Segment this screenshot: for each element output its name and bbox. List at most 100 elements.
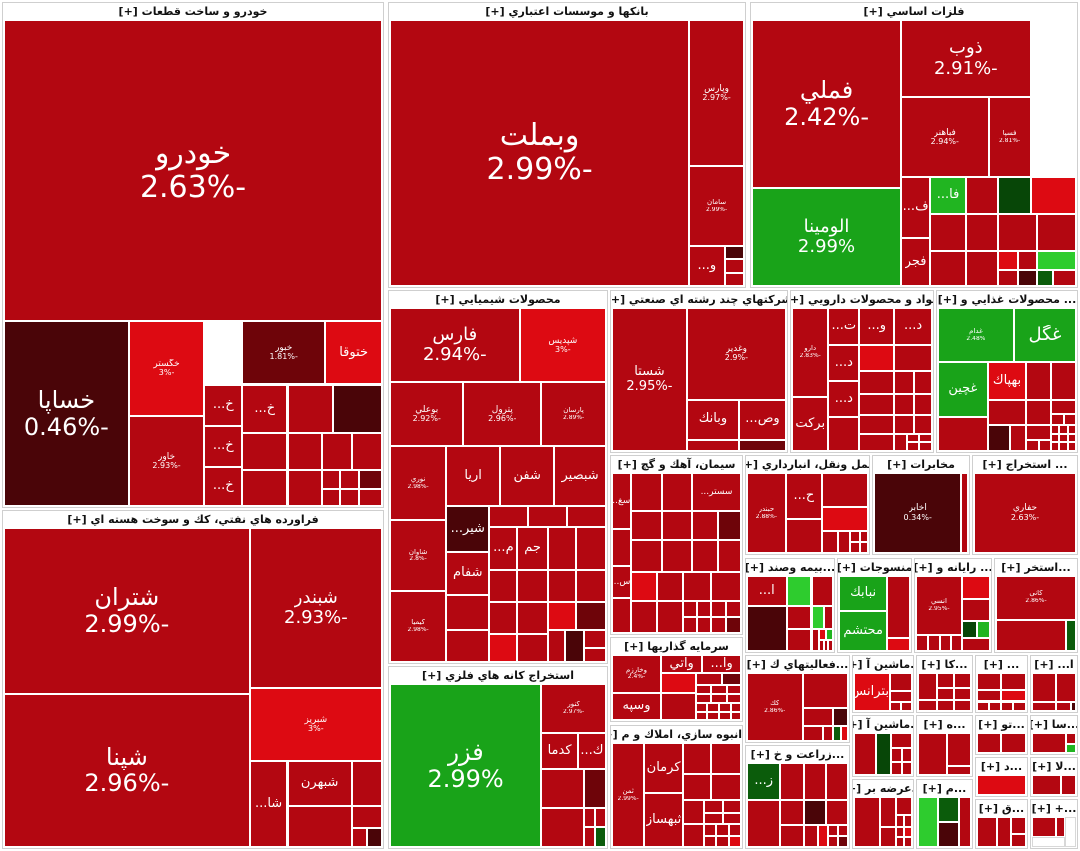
tile-mq-3[interactable] — [1011, 833, 1026, 847]
tile-chm-32[interactable] — [547, 630, 565, 662]
tile-met-20[interactable] — [998, 270, 1018, 286]
sector-header-misc-qaf[interactable]: ...ق [+] — [976, 800, 1027, 817]
tile-fa-short[interactable]: ف... — [901, 176, 931, 239]
tile-food-4[interactable] — [1026, 362, 1052, 400]
tile-cem-11[interactable] — [662, 540, 692, 573]
tile-ph-12[interactable] — [913, 370, 932, 394]
sector-transport[interactable]: حمل ونقل، انبارداري [+] حبندر -2.88% ح..… — [745, 455, 870, 555]
sector-telecom[interactable]: مخابرات [+] اخابر -0.34% — [872, 455, 970, 555]
tile-agr-11[interactable] — [827, 825, 838, 837]
tile-met-22[interactable] — [1037, 270, 1054, 286]
tile-ore-7[interactable] — [584, 807, 596, 828]
tile-ks-1[interactable] — [937, 673, 955, 689]
tile-femeli[interactable]: فملي -2.42% — [752, 20, 902, 188]
sector-textiles[interactable]: منسوجات [+] نبابك محتشم — [837, 558, 912, 653]
tile-tr-3[interactable] — [822, 473, 868, 507]
tile-agr-12[interactable] — [837, 825, 848, 837]
tile-sabehsaz[interactable]: ثبهساز — [644, 792, 683, 847]
tile-food-19[interactable] — [1067, 425, 1076, 434]
tile-re-17[interactable] — [716, 835, 730, 847]
tile-cem-25[interactable] — [682, 617, 698, 633]
tile-cmp-9[interactable] — [961, 637, 990, 651]
sector-header-insurance[interactable]: ...بيمه وصند [+] — [746, 559, 834, 576]
tile-fazar[interactable]: فزر 2.99% — [390, 684, 542, 847]
tile-fajr[interactable]: فجر — [901, 238, 931, 286]
tile-ore-9[interactable] — [584, 827, 596, 847]
tile-chm-35[interactable] — [584, 647, 606, 662]
sector-petroleum[interactable]: فراورده هاي نفتي، كك و سوخت هسته اي [+] … — [2, 510, 384, 849]
tile-cem-15[interactable] — [657, 572, 683, 601]
tile-cem-5[interactable] — [631, 511, 663, 541]
tile-mp-3[interactable] — [1032, 836, 1065, 847]
tile-inv-10[interactable] — [661, 692, 696, 720]
sector-machinery-1[interactable]: ...ماشين آ [+] بترانس — [852, 655, 914, 713]
sector-misc-h[interactable]: ...ه [+] — [916, 715, 973, 777]
tile-tr-6[interactable] — [837, 530, 850, 553]
tile-mm-2[interactable] — [938, 822, 960, 847]
tile-vaghadir[interactable]: وغدير -2.9% — [686, 308, 786, 400]
tile-mm-0[interactable] — [918, 797, 939, 847]
tile-fars[interactable]: فارس -2.94% — [390, 308, 520, 383]
tile-inv-8[interactable] — [711, 684, 727, 694]
tile-bank-5[interactable] — [724, 259, 744, 273]
sector-header-misc-sa[interactable]: ...سا [+] — [1031, 716, 1077, 733]
tile-mp-0[interactable] — [1032, 817, 1057, 837]
tile-vas[interactable]: وص... — [739, 399, 786, 440]
tile-noori[interactable]: نوري -2.98% — [390, 446, 447, 521]
tile-fa-green[interactable]: فا... — [930, 176, 966, 215]
tile-auto-9[interactable] — [321, 433, 352, 470]
tile-md-3[interactable] — [1000, 690, 1026, 702]
tile-sup-4[interactable] — [802, 726, 823, 741]
tile-sup-7[interactable] — [840, 726, 848, 741]
tile-sup-5[interactable] — [822, 726, 833, 741]
tile-tr-5[interactable] — [822, 530, 838, 553]
tile-vati[interactable]: واتي — [661, 655, 703, 674]
sector-investments[interactable]: سرمايه گذاريها [+] وخارزم -2.4% وسپه وات… — [610, 637, 743, 722]
tile-ph-24[interactable] — [919, 442, 932, 451]
tile-sagh[interactable]: سغ... — [612, 473, 632, 529]
sector-real-estate[interactable]: ...انبوه سازي، املاك و م [+] ثمن -2.99% … — [610, 725, 743, 849]
tile-inv-20[interactable] — [719, 711, 731, 720]
tile-mq-1[interactable] — [996, 817, 1012, 847]
tile-ghochin[interactable]: غچين — [938, 362, 988, 417]
sector-misc-sa[interactable]: ...سا [+] — [1030, 715, 1078, 755]
sector-banks[interactable]: بانكها و موسسات اعتباري [+] وبملت -2.99%… — [388, 2, 746, 288]
tile-food-13[interactable] — [1009, 425, 1027, 451]
tile-pharma-v[interactable]: و... — [859, 308, 895, 346]
tile-el-6[interactable] — [895, 827, 904, 837]
tile-shefan[interactable]: شفن — [500, 446, 555, 507]
tile-chm-15[interactable] — [489, 506, 529, 528]
tile-md-0[interactable] — [977, 673, 1001, 691]
sector-header-petroleum[interactable]: فراورده هاي نفتي، كك و سوخت هسته اي [+] — [3, 511, 383, 528]
tile-mm-3[interactable] — [959, 797, 971, 847]
tile-re-11[interactable] — [722, 812, 741, 825]
tile-pet-6[interactable] — [351, 760, 382, 806]
tile-vabmellat[interactable]: وبملت -2.99% — [390, 20, 690, 286]
sector-header-textiles[interactable]: منسوجات [+] — [838, 559, 911, 576]
tile-pet-8[interactable] — [351, 805, 382, 828]
tile-agr-9[interactable] — [803, 825, 818, 847]
sector-header-misc-plus[interactable]: ...+ [+] — [1031, 800, 1077, 817]
tile-mch-4[interactable] — [900, 701, 912, 711]
sector-machinery-2[interactable]: ...ماشين آ [+] — [852, 715, 914, 777]
sector-header-cement[interactable]: سيمان، آهك و گچ [+] — [611, 456, 742, 473]
sector-other-mining[interactable]: ...استخر [+] كانی -2.86% — [994, 558, 1078, 653]
tile-ins-5[interactable] — [824, 606, 833, 629]
sector-header-investments[interactable]: سرمايه گذاريها [+] — [611, 638, 742, 655]
tile-cem-28[interactable] — [725, 617, 741, 633]
tile-ins-10[interactable] — [826, 628, 833, 640]
tile-chm-22[interactable] — [547, 569, 576, 602]
tile-food-16[interactable] — [1038, 439, 1052, 451]
sector-header-misc-m[interactable]: ...م [+] — [917, 780, 972, 797]
sector-header-misc-la[interactable]: ...لا [+] — [1031, 758, 1077, 775]
tile-chm-30[interactable] — [489, 633, 518, 662]
tile-cem-24[interactable] — [725, 601, 741, 617]
sector-header-machinery-1[interactable]: ...ماشين آ [+] — [853, 656, 913, 673]
tile-re-8[interactable] — [703, 800, 723, 813]
tile-el-4[interactable] — [903, 814, 912, 827]
tile-ph-15[interactable] — [913, 393, 932, 416]
tile-om-2[interactable] — [1066, 619, 1076, 651]
sector-header-computing[interactable]: ... رايانه و [+] — [915, 559, 991, 576]
tile-inv-14[interactable] — [695, 703, 708, 712]
tile-cem-4[interactable] — [662, 473, 692, 512]
